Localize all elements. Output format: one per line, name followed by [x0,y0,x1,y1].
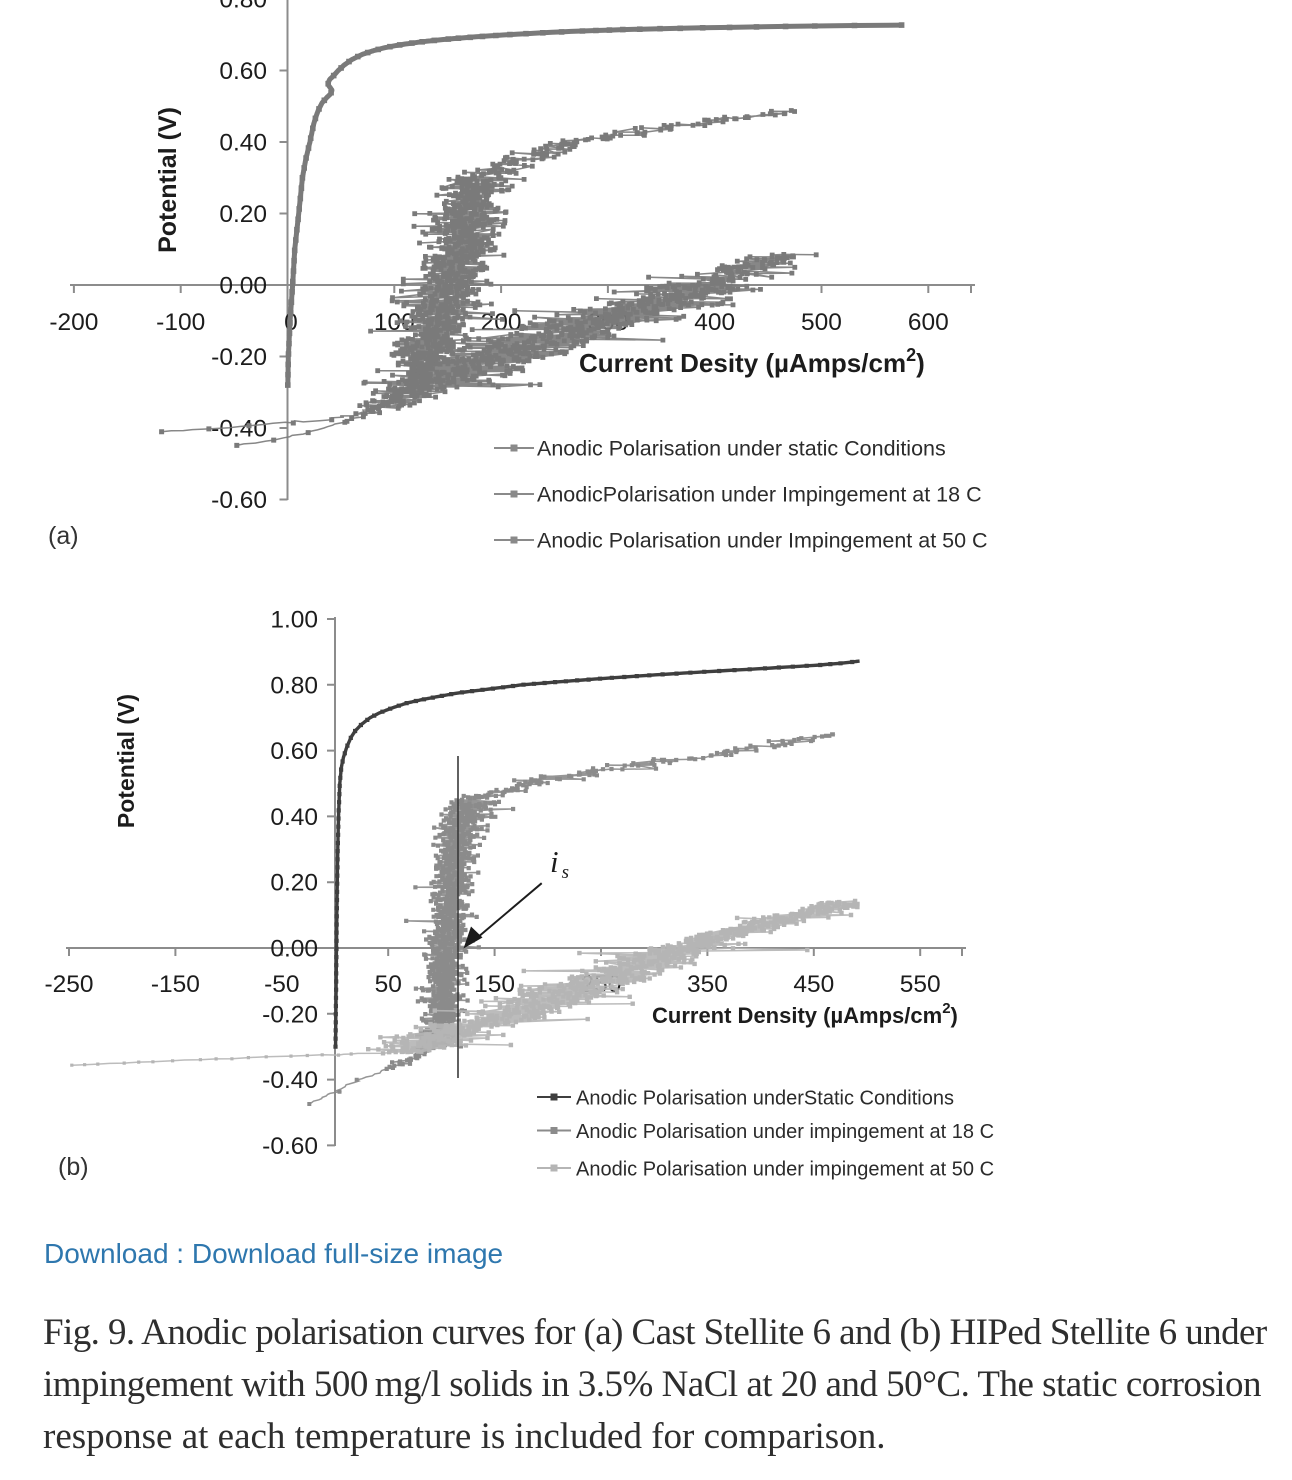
svg-text:-0.60: -0.60 [211,487,267,514]
svg-text:0.00: 0.00 [219,273,267,300]
svg-text:-250: -250 [44,971,93,998]
svg-text:(a): (a) [48,522,79,550]
svg-text:-0.20: -0.20 [211,344,267,371]
svg-text:Current Density (µAmps/cm2): Current Density (µAmps/cm2) [652,1000,958,1028]
svg-text:Anodic Polarisation under stat: Anodic Polarisation under static Conditi… [537,437,946,461]
svg-text:Current Desity (µAmps/cm2): Current Desity (µAmps/cm2) [579,345,925,378]
svg-text:Potential (V): Potential (V) [113,694,139,828]
svg-text:-50: -50 [264,971,299,998]
svg-text:(b): (b) [58,1153,89,1181]
svg-text:150: 150 [474,971,515,998]
svg-text:0.60: 0.60 [219,58,267,85]
svg-text:-0.60: -0.60 [262,1133,318,1160]
svg-text:0.20: 0.20 [219,201,267,228]
svg-text:1.00: 1.00 [270,607,318,634]
svg-text:-0.40: -0.40 [262,1067,318,1094]
svg-text:0.20: 0.20 [270,870,318,897]
svg-text:0.40: 0.40 [270,804,318,831]
svg-text:0.80: 0.80 [219,0,267,14]
svg-text:-100: -100 [156,309,205,336]
svg-text:450: 450 [793,971,834,998]
svg-text:550: 550 [900,971,941,998]
svg-text:0.80: 0.80 [270,672,318,699]
svg-text:is: is [550,844,569,883]
svg-text:-200: -200 [49,309,98,336]
svg-text:350: 350 [687,971,728,998]
svg-text:50: 50 [375,971,402,998]
svg-text:Anodic Polarisation under impi: Anodic Polarisation under impingement at… [576,1121,994,1143]
svg-text:0.00: 0.00 [270,936,318,963]
svg-text:-150: -150 [151,971,200,998]
svg-text:Anodic Polarisation under Impi: Anodic Polarisation under Impingement at… [537,529,988,553]
svg-text:Anodic Polarisation under impi: Anodic Polarisation under impingement at… [576,1159,994,1181]
svg-text:0.40: 0.40 [219,130,267,157]
svg-text:AnodicPolarisation under Impin: AnodicPolarisation under Impingement at … [537,483,982,507]
svg-text:600: 600 [908,309,949,336]
svg-text:-0.20: -0.20 [262,1001,318,1028]
svg-text:Potential (V): Potential (V) [154,107,182,253]
svg-text:500: 500 [801,309,842,336]
svg-text:Anodic Polarisation underStati: Anodic Polarisation underStatic Conditio… [576,1088,954,1110]
svg-text:-0.40: -0.40 [211,416,267,443]
svg-text:400: 400 [694,309,735,336]
svg-text:0.60: 0.60 [270,738,318,765]
